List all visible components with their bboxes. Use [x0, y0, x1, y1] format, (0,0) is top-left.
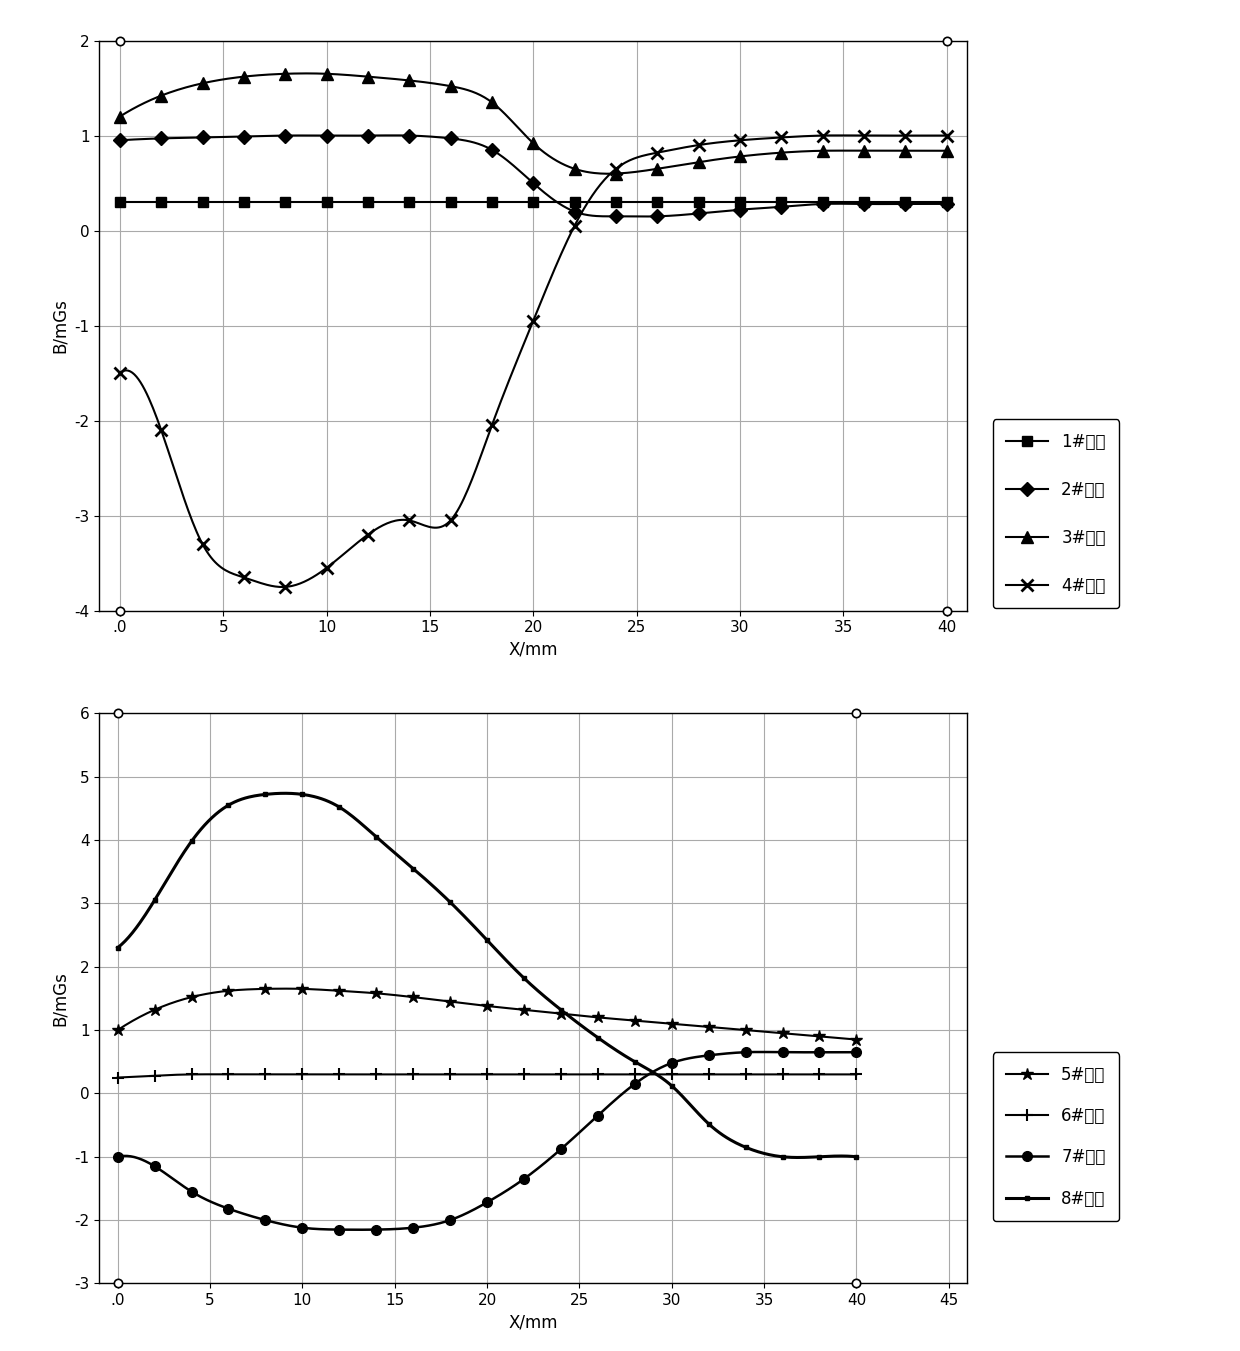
X-axis label: X/mm: X/mm	[508, 640, 558, 659]
Y-axis label: B/mGs: B/mGs	[51, 971, 68, 1025]
Legend: 5#试样, 6#试样, 7#试样, 8#试样: 5#试样, 6#试样, 7#试样, 8#试样	[993, 1052, 1118, 1221]
Legend: 1#试样, 2#试样, 3#试样, 4#试样: 1#试样, 2#试样, 3#试样, 4#试样	[993, 419, 1118, 608]
X-axis label: X/mm: X/mm	[508, 1313, 558, 1332]
Y-axis label: B/mGs: B/mGs	[51, 299, 68, 353]
